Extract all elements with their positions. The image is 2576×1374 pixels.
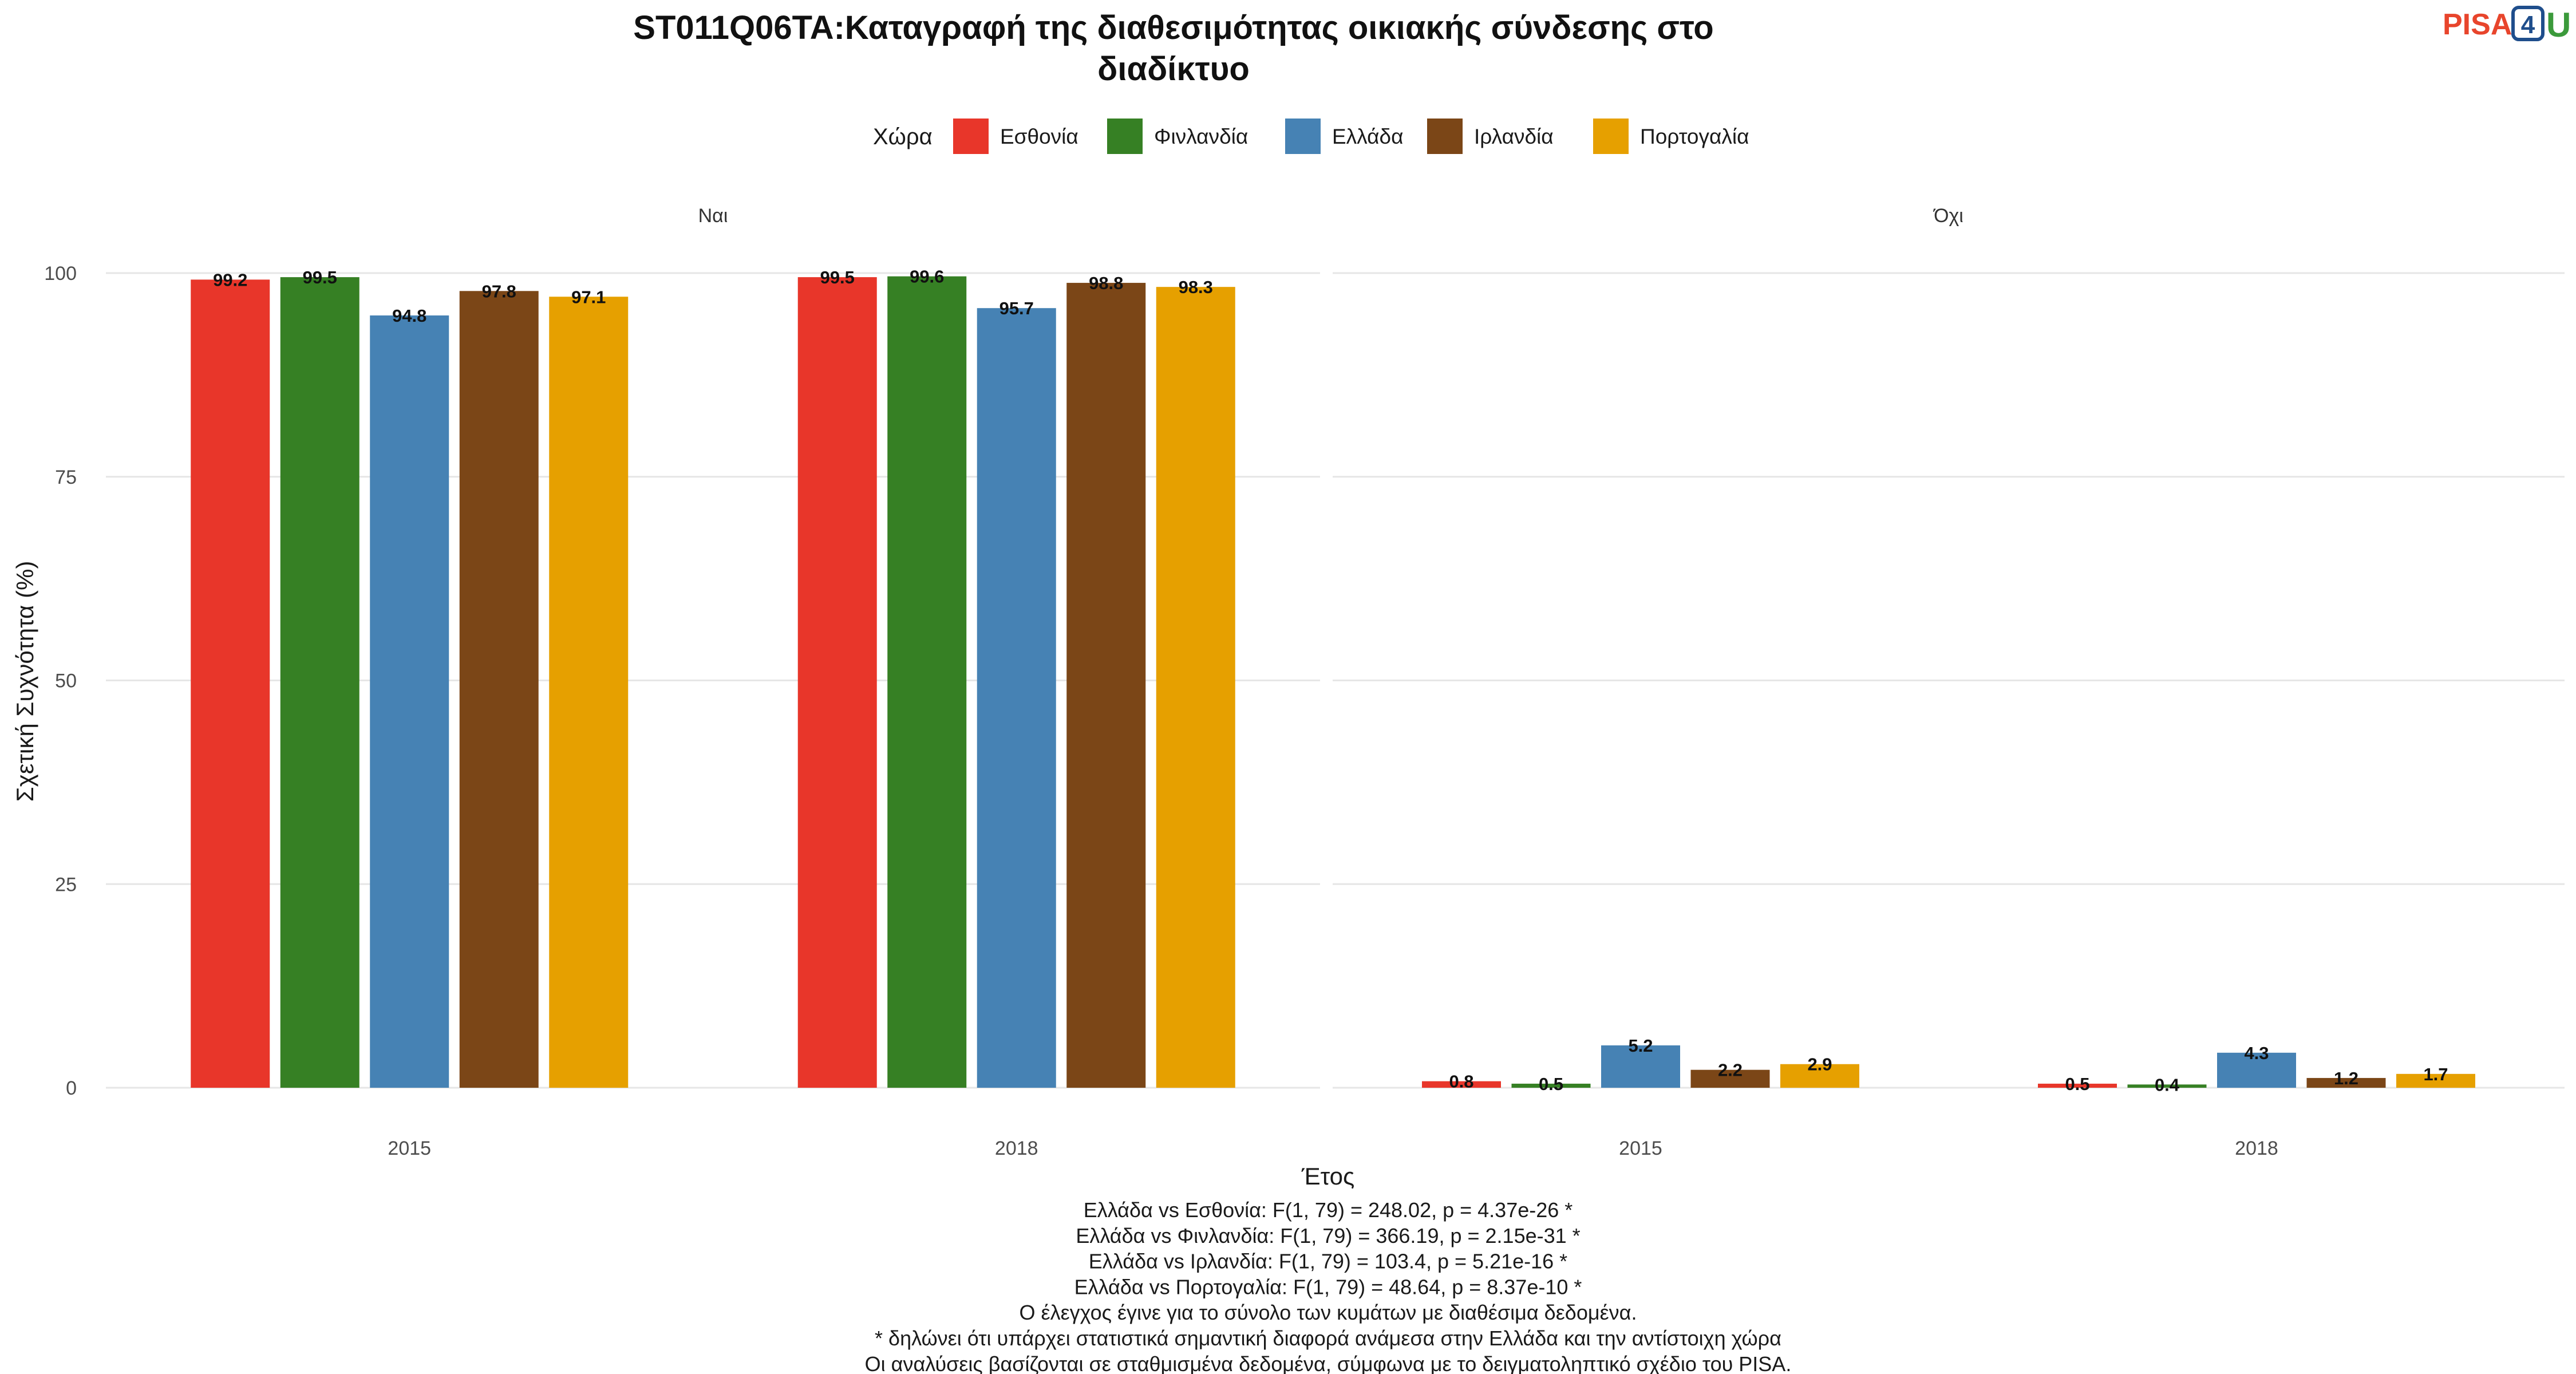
bar-όχι-2018-5 (2396, 1073, 2475, 1088)
data-label: 1.7 (2423, 1064, 2448, 1084)
note-line: Ελλάδα vs Εσθονία: F(1, 79) = 248.02, p … (1084, 1198, 1573, 1222)
data-label: 97.8 (482, 281, 516, 301)
data-label: 0.8 (1449, 1072, 1473, 1092)
data-label: 95.7 (999, 298, 1034, 318)
data-label: 97.1 (571, 287, 606, 307)
y-tick-label: 0 (66, 1077, 77, 1099)
bar-ναι-2015-1 (191, 279, 270, 1088)
data-label: 99.5 (303, 267, 337, 287)
legend-label: Ιρλανδία (1474, 125, 1554, 148)
legend-item-1: Εσθονία (953, 119, 1078, 154)
data-label: 98.8 (1089, 273, 1123, 293)
y-tick-label: 50 (55, 670, 77, 692)
data-label: 0.5 (1539, 1074, 1563, 1094)
note-line: * δηλώνει ότι υπάρχει στατιστικά σημαντι… (875, 1326, 1781, 1350)
logo-text-4: 4 (2521, 11, 2535, 39)
facet-label: Ναι (698, 205, 728, 227)
legend-swatch (1107, 119, 1143, 154)
chart-title-line-2: διαδίκτυο (1097, 50, 1250, 88)
logo-text-u: U (2546, 6, 2571, 44)
legend: Χώρα Εσθονία Φινλανδία Ελλάδα Ιρλανδία Πορτογ… (873, 119, 1749, 154)
legend-swatch (953, 119, 989, 154)
pisa4u-logo: PISA 4 U (2443, 6, 2571, 44)
bar-ναι-2018-1 (797, 277, 877, 1088)
x-tick-label: 2018 (2235, 1138, 2278, 1159)
note-line: Οι αναλύσεις βασίζονται σε σταθμισμένα δ… (865, 1352, 1792, 1374)
bar-όχι-2018-3 (2217, 1052, 2296, 1088)
bar-ναι-2015-3 (370, 315, 449, 1088)
bar-όχι-2015-4 (1690, 1069, 1770, 1088)
x-tick-label: 2015 (388, 1138, 431, 1159)
data-label: 1.2 (2334, 1068, 2358, 1088)
note-line: Ελλάδα vs Ιρλανδία: F(1, 79) = 103.4, p … (1089, 1250, 1567, 1273)
bar-ναι-2018-2 (887, 276, 967, 1088)
chart-panels: Ναι 2015 99.2 99.5 94.8 97.8 97.1 2018 99.5 99.6 9… (44, 205, 2565, 1159)
logo-text-pisa: PISA (2443, 8, 2512, 41)
bar-όχι-2015-5 (1780, 1064, 1859, 1088)
legend-swatch (1427, 119, 1463, 154)
bar-ναι-2015-4 (459, 291, 539, 1088)
legend-label: Φινλανδία (1154, 125, 1248, 148)
bar-ναι-2018-3 (977, 308, 1056, 1088)
bar-ναι-2018-5 (1156, 287, 1235, 1088)
bar-όχι-2015-2 (1511, 1083, 1591, 1088)
y-tick-label: 25 (55, 874, 77, 895)
y-tick-label: 100 (44, 263, 77, 285)
legend-label: Εσθονία (1000, 125, 1078, 148)
data-label: 2.9 (1807, 1055, 1832, 1075)
legend-item-2: Φινλανδία (1107, 119, 1248, 154)
bar-όχι-2018-2 (2127, 1084, 2207, 1088)
panel-1: Ναι 2015 99.2 99.5 94.8 97.8 97.1 2018 99.5 99.6 9… (106, 205, 1320, 1159)
note-line: Ο έλεγχος έγινε για το σύνολο των κυμάτω… (1020, 1301, 1637, 1324)
data-label: 0.4 (2155, 1075, 2180, 1095)
legend-label: Ελλάδα (1332, 125, 1404, 148)
bar-όχι-2015-3 (1601, 1045, 1680, 1088)
legend-title: Χώρα (873, 124, 933, 149)
legend-item-4: Ιρλανδία (1427, 119, 1554, 154)
chart-title-line-1: ST011Q06TA:Καταγραφή της διαθεσιμότητας … (633, 9, 1713, 46)
x-axis-title: Έτος (1301, 1163, 1355, 1190)
data-label: 99.5 (820, 267, 855, 287)
note-line: Ελλάδα vs Φινλανδία: F(1, 79) = 366.19, … (1076, 1224, 1580, 1247)
panel-2: Όχι 2015 0.8 0.5 5.2 2.2 2.9 2018 0.5 0.4 4.3 1.2 1.… (1333, 205, 2565, 1159)
bar-όχι-2018-1 (2038, 1083, 2117, 1088)
legend-swatch (1285, 119, 1321, 154)
y-axis-title: Σχετική Συχνότητα (%) (11, 561, 38, 802)
bar-ναι-2015-5 (549, 297, 629, 1088)
y-tick-label: 75 (55, 467, 77, 488)
data-label: 0.5 (2065, 1074, 2089, 1094)
statistical-notes: Ελλάδα vs Εσθονία: F(1, 79) = 248.02, p … (865, 1198, 1792, 1374)
legend-label: Πορτογαλία (1640, 125, 1749, 148)
bar-όχι-2018-4 (2306, 1077, 2386, 1088)
data-label: 98.3 (1179, 277, 1213, 297)
data-label: 5.2 (1628, 1036, 1653, 1056)
x-tick-label: 2018 (995, 1138, 1038, 1159)
data-label: 2.2 (1718, 1060, 1743, 1080)
bar-ναι-2018-4 (1066, 283, 1146, 1088)
legend-swatch (1593, 119, 1629, 154)
facet-label: Όχι (1933, 205, 1963, 227)
note-line: Ελλάδα vs Πορτογαλία: F(1, 79) = 48.64, … (1074, 1275, 1582, 1298)
data-label: 99.2 (213, 270, 247, 290)
legend-item-3: Ελλάδα (1285, 119, 1404, 154)
data-label: 99.6 (910, 267, 944, 287)
bar-ναι-2015-2 (280, 277, 359, 1088)
data-label: 94.8 (392, 306, 426, 326)
data-label: 4.3 (2244, 1043, 2269, 1063)
bar-όχι-2015-1 (1422, 1081, 1501, 1088)
x-tick-label: 2015 (1619, 1138, 1662, 1159)
logo-badge (2511, 6, 2545, 41)
legend-item-5: Πορτογαλία (1593, 119, 1749, 154)
